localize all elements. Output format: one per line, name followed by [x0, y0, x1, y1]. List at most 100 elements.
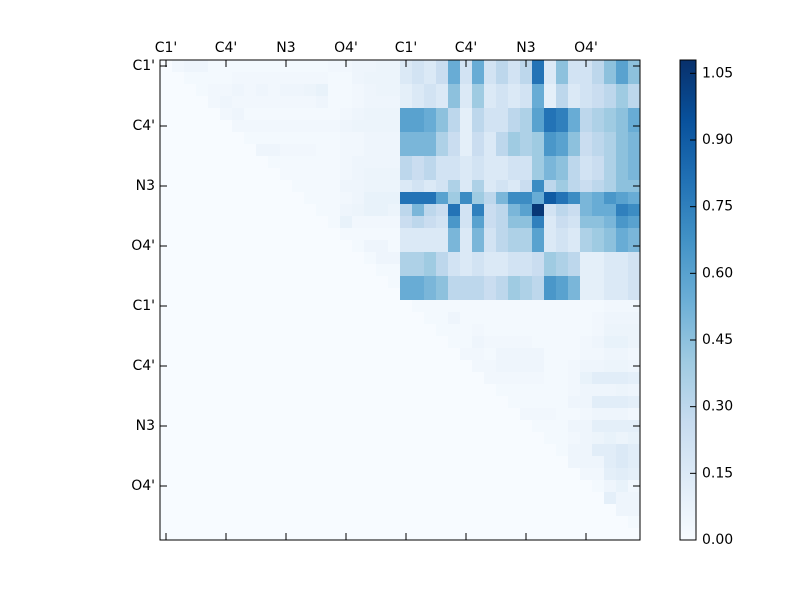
heatmap-cell: [544, 228, 557, 241]
heatmap-cell: [388, 480, 401, 493]
heatmap-cell: [220, 180, 233, 193]
heatmap-cell: [316, 432, 329, 445]
heatmap-cell: [592, 420, 605, 433]
heatmap-cell: [388, 444, 401, 457]
heatmap-cell: [316, 408, 329, 421]
heatmap-cell: [580, 84, 593, 97]
heatmap-cell: [172, 108, 185, 121]
y-tick-label: N3: [136, 418, 155, 434]
heatmap-cell: [496, 96, 509, 109]
heatmap-cell: [196, 444, 209, 457]
heatmap-cell: [568, 480, 581, 493]
heatmap-cell: [592, 312, 605, 325]
heatmap-cell: [352, 420, 365, 433]
heatmap-cell: [292, 420, 305, 433]
heatmap-cell: [412, 456, 425, 469]
heatmap-cell: [532, 144, 545, 157]
heatmap-cell: [412, 312, 425, 325]
heatmap-cell: [304, 504, 317, 517]
heatmap-cell: [604, 336, 617, 349]
heatmap-cell: [196, 432, 209, 445]
heatmap-cell: [532, 408, 545, 421]
heatmap-cell: [208, 324, 221, 337]
heatmap-cell: [220, 144, 233, 157]
heatmap-cell: [460, 420, 473, 433]
heatmap-cell: [316, 228, 329, 241]
heatmap-cell: [448, 432, 461, 445]
heatmap-cell: [508, 192, 521, 205]
heatmap-cell: [604, 312, 617, 325]
heatmap-cell: [436, 432, 449, 445]
heatmap-cell: [364, 84, 377, 97]
heatmap-cell: [376, 324, 389, 337]
heatmap-cell: [364, 324, 377, 337]
heatmap-cell: [592, 528, 605, 541]
heatmap-cell: [184, 192, 197, 205]
heatmap-cell: [328, 492, 341, 505]
heatmap-cell: [232, 372, 245, 385]
heatmap-cell: [364, 204, 377, 217]
heatmap-cell: [556, 336, 569, 349]
heatmap-cell: [424, 408, 437, 421]
heatmap-cell: [292, 360, 305, 373]
heatmap-cell: [268, 504, 281, 517]
heatmap-cell: [484, 108, 497, 121]
heatmap-cell: [244, 156, 257, 169]
heatmap-cell: [472, 300, 485, 313]
heatmap-cell: [328, 156, 341, 169]
heatmap-cell: [556, 468, 569, 481]
heatmap-cell: [568, 336, 581, 349]
heatmap-cell: [232, 60, 245, 73]
heatmap-cell: [388, 432, 401, 445]
heatmap-cell: [328, 456, 341, 469]
heatmap-cell: [316, 120, 329, 133]
heatmap-cell: [520, 132, 533, 145]
heatmap-cell: [580, 420, 593, 433]
heatmap-cell: [256, 84, 269, 97]
heatmap-cell: [268, 372, 281, 385]
heatmap-cell: [220, 288, 233, 301]
heatmap-cell: [352, 216, 365, 229]
heatmap-cell: [436, 300, 449, 313]
heatmap-cell: [268, 444, 281, 457]
heatmap-cell: [160, 216, 173, 229]
heatmap-cell: [496, 60, 509, 73]
heatmap-cell: [544, 84, 557, 97]
heatmap-cell: [208, 444, 221, 457]
heatmap-cell: [628, 216, 641, 229]
heatmap-cell: [628, 456, 641, 469]
heatmap-cell: [412, 468, 425, 481]
heatmap-cell: [508, 444, 521, 457]
heatmap-cell: [424, 348, 437, 361]
heatmap-cell: [568, 444, 581, 457]
heatmap-cell: [172, 492, 185, 505]
y-tick-label: O4': [131, 238, 155, 254]
heatmap-cell: [268, 432, 281, 445]
heatmap-cell: [280, 144, 293, 157]
heatmap-cell: [376, 360, 389, 373]
heatmap-cell: [256, 120, 269, 133]
heatmap-cell: [244, 288, 257, 301]
heatmap-cell: [160, 348, 173, 361]
heatmap-cell: [592, 492, 605, 505]
heatmap-cell: [172, 168, 185, 181]
heatmap-cell: [472, 120, 485, 133]
heatmap-cell: [184, 276, 197, 289]
heatmap-cell: [544, 396, 557, 409]
heatmap-cell: [592, 384, 605, 397]
heatmap-cell: [340, 504, 353, 517]
heatmap-cell: [160, 132, 173, 145]
x-tick-label: C1': [155, 40, 178, 56]
heatmap-cell: [628, 384, 641, 397]
heatmap-cell: [484, 264, 497, 277]
heatmap-cell: [280, 300, 293, 313]
heatmap-cell: [268, 240, 281, 253]
heatmap-cell: [556, 372, 569, 385]
heatmap-cell: [244, 312, 257, 325]
heatmap-cell: [364, 156, 377, 169]
heatmap-cell: [532, 432, 545, 445]
heatmap-cell: [364, 456, 377, 469]
heatmap-cell: [592, 360, 605, 373]
heatmap-cell: [628, 468, 641, 481]
heatmap-cell: [616, 168, 629, 181]
